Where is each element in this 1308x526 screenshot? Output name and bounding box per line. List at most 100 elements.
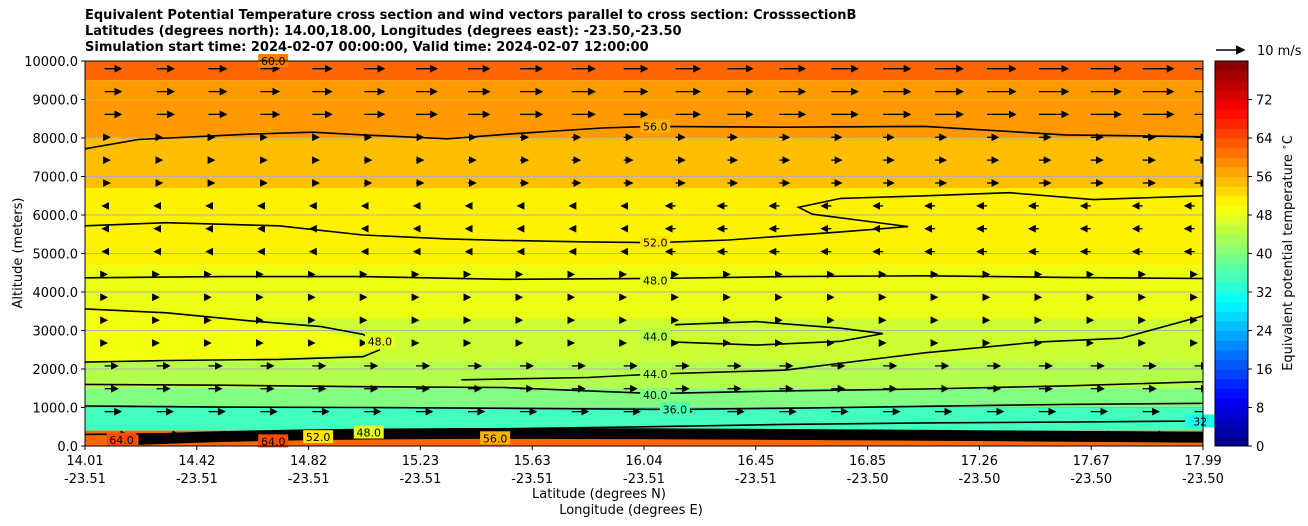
contour-label-bg — [303, 430, 334, 444]
title-line-2: Latitudes (degrees north): 14.00,18.00, … — [85, 24, 682, 39]
colorbar-step — [1215, 349, 1248, 360]
contour-label: 32 — [1193, 415, 1207, 428]
x-tick-label-lon: -23.51 — [64, 472, 106, 487]
temperature-band — [85, 138, 1203, 189]
x-tick-label-lat: 15.23 — [402, 454, 439, 469]
contour-label: 48.0 — [368, 335, 393, 348]
colorbar-step — [1215, 243, 1248, 254]
colorbar-step — [1215, 70, 1248, 81]
colorbar-step — [1215, 99, 1248, 110]
colorbar-step — [1215, 320, 1248, 331]
title-line-1: Equivalent Potential Temperature cross s… — [85, 8, 857, 23]
contour-label: 56.0 — [643, 120, 668, 133]
colorbar-step — [1215, 215, 1248, 226]
x-axis: 14.01 -23.51 14.42 -23.51 14.82 -23.51 15.23 -2… — [64, 446, 1224, 487]
surface-contour — [138, 427, 1203, 437]
x-tick-label-lat: 14.01 — [66, 454, 103, 469]
x-tick-label-lat: 17.26 — [961, 454, 998, 469]
colorbar-step — [1215, 253, 1248, 264]
surface-contour — [138, 430, 1203, 439]
colorbar-step — [1215, 301, 1248, 312]
colorbar-tick-label: 32 — [1256, 286, 1273, 301]
x-tick-label-lat: 16.04 — [625, 454, 662, 469]
contour-label-bg — [640, 388, 671, 402]
surface-contour — [138, 432, 1203, 441]
colorbar-step — [1215, 436, 1248, 447]
colorbar-step — [1215, 118, 1248, 129]
x-tick-label-lon: -23.50 — [1070, 472, 1112, 487]
colorbar-step — [1215, 330, 1248, 341]
colorbar-tick-label: 48 — [1256, 209, 1273, 224]
contour-label-bg — [640, 367, 671, 381]
colorbar-step — [1215, 109, 1248, 120]
x-tick-label-lat: 14.42 — [178, 454, 215, 469]
x-tick-label-lon: -23.51 — [288, 472, 330, 487]
colorbar-step — [1215, 128, 1248, 139]
contour-label: 36.0 — [663, 403, 688, 416]
title-line-3: Simulation start time: 2024-02-07 00:00:… — [85, 40, 649, 55]
x-tick-label-lon: -23.50 — [847, 472, 889, 487]
contour-label: 52.0 — [306, 431, 331, 444]
wind-vectors — [100, 64, 1203, 439]
colorbar-step — [1215, 89, 1248, 100]
y-tick-label: 0.0 — [57, 440, 78, 455]
contour-line-48 — [85, 349, 381, 363]
y-tick-label: 3000.0 — [33, 325, 79, 340]
colorbar-step — [1215, 224, 1248, 235]
colorbar-step — [1215, 147, 1248, 158]
contour-label-bg — [640, 235, 671, 249]
colorbar-tick-label: 24 — [1256, 325, 1273, 340]
contour-line-44 — [674, 320, 883, 346]
colorbar-step — [1215, 61, 1248, 72]
colorbar-step — [1215, 176, 1248, 187]
colorbar-step — [1215, 263, 1248, 274]
contour-label: 44.0 — [643, 330, 668, 343]
x-tick-label-lon: -23.51 — [511, 472, 553, 487]
contour-label: 40.0 — [643, 389, 668, 402]
colorbar-tick-label: 16 — [1256, 363, 1273, 378]
contour-label-bg — [258, 434, 289, 448]
chart-title: Equivalent Potential Temperature cross s… — [85, 8, 856, 56]
x-tick-label-lat: 16.85 — [849, 454, 886, 469]
y-tick-label: 7000.0 — [33, 171, 79, 186]
surface-contour — [138, 436, 1203, 445]
x-tick-label-lat: 15.63 — [514, 454, 551, 469]
colorbar-step — [1215, 388, 1248, 399]
colorbar-tick-label: 56 — [1256, 171, 1273, 186]
contour-labels: 60.056.052.048.048.0 44.044.040.036.03264… — [106, 54, 1216, 448]
colorbar-step — [1215, 234, 1248, 245]
contour-label-bg — [640, 273, 671, 287]
colorbar: 0 8 16 24 32 40 48 56 64 72 — [1214, 60, 1273, 455]
contour-label-bg — [364, 334, 395, 348]
contour-label: 44.0 — [643, 368, 668, 381]
y-axis: 0.0 1000.0 2000.0 3000.0 4000.0 5000.0 6000.0 7… — [24, 55, 85, 455]
temperature-band — [85, 61, 1203, 81]
contour-line-56 — [85, 125, 1203, 150]
colorbar-step — [1215, 282, 1248, 293]
colorbar-step — [1215, 205, 1248, 216]
warm-patch — [812, 195, 1203, 220]
x-tick-label-lat: 17.99 — [1184, 454, 1221, 469]
x-tick-label-lon: -23.51 — [735, 472, 777, 487]
y-axis-label: Altitude (meters) — [11, 198, 26, 309]
y-tick-label: 8000.0 — [33, 132, 79, 147]
colorbar-tick-label: 64 — [1256, 132, 1273, 147]
y-tick-label: 6000.0 — [33, 209, 79, 224]
y-tick-label: 4000.0 — [33, 286, 79, 301]
x-tick-label-lon: -23.51 — [623, 472, 665, 487]
x-tick-label-lon: -23.50 — [1182, 472, 1224, 487]
contour-lines — [85, 125, 1203, 445]
colorbar-step — [1215, 186, 1248, 197]
y-tick-label: 9000.0 — [33, 94, 79, 109]
contour-label-bg — [1185, 414, 1216, 428]
x-tick-label-lon: -23.50 — [958, 472, 1000, 487]
colorbar-step — [1215, 359, 1248, 370]
contour-line-44 — [461, 315, 1203, 381]
temperature-band — [85, 407, 1203, 431]
contour-label-bg — [353, 425, 384, 439]
contour-label-bg — [106, 432, 137, 446]
contour-line-52 — [85, 191, 1203, 244]
contour-label-bg — [640, 329, 671, 343]
colorbar-tick-label: 0 — [1256, 440, 1264, 455]
